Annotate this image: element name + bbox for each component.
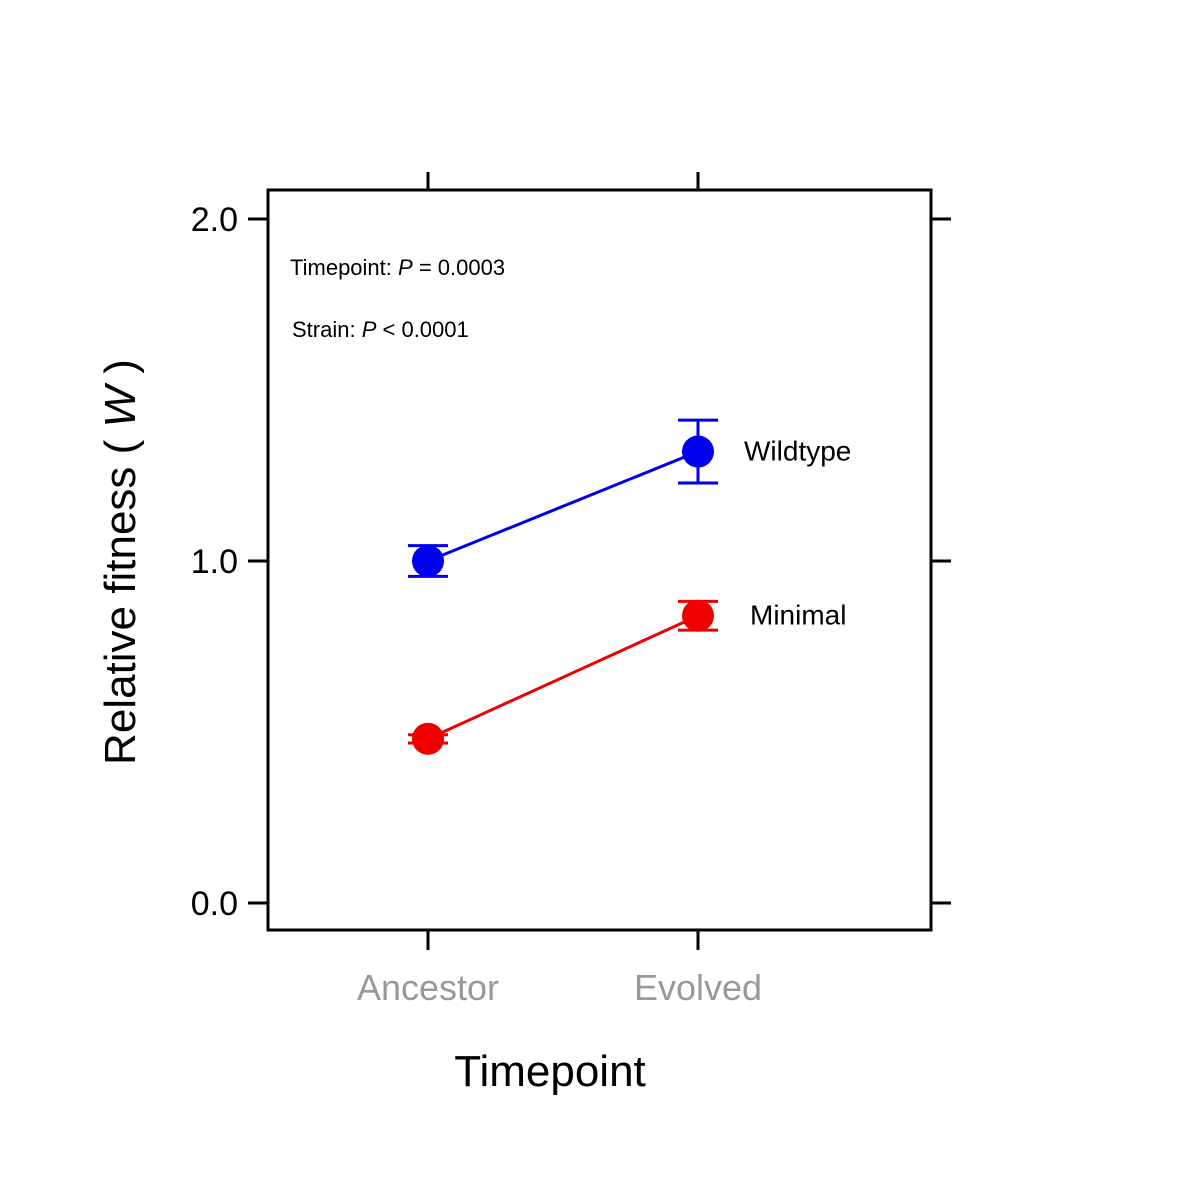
data-point	[412, 722, 444, 755]
x-tick-labels: Ancestor Evolved	[357, 967, 762, 1008]
x-tick-label: Ancestor	[357, 967, 499, 1008]
series-label: Wildtype	[744, 436, 851, 467]
x-tick-label: Evolved	[634, 967, 762, 1008]
axis-ticks	[248, 172, 951, 950]
y-tick-label: 1.0	[191, 543, 238, 581]
y-tick-label: 0.0	[191, 885, 238, 923]
y-tick-labels: 0.0 1.0 2.0	[191, 201, 238, 923]
series-wildtype: Wildtype	[408, 418, 851, 578]
plot-frame	[266, 188, 933, 932]
series-line	[427, 614, 699, 741]
data-point	[682, 435, 714, 468]
data-point	[412, 545, 444, 577]
data-point	[682, 599, 714, 632]
annotations: Timepoint: P = 0.0003 Strain: P < 0.0001	[290, 255, 505, 342]
series-minimal: Minimal	[408, 599, 846, 755]
series-layer: Wildtype Minimal	[408, 418, 851, 755]
annotation-strain: Strain: P < 0.0001	[292, 317, 469, 342]
x-axis-title: Timepoint	[454, 1047, 646, 1096]
y-axis-title: Relative fitness ( W )	[96, 359, 145, 765]
series-line	[427, 450, 699, 563]
series-label: Minimal	[750, 600, 846, 631]
annotation-timepoint: Timepoint: P = 0.0003	[290, 255, 505, 280]
y-tick-label: 2.0	[191, 201, 238, 239]
